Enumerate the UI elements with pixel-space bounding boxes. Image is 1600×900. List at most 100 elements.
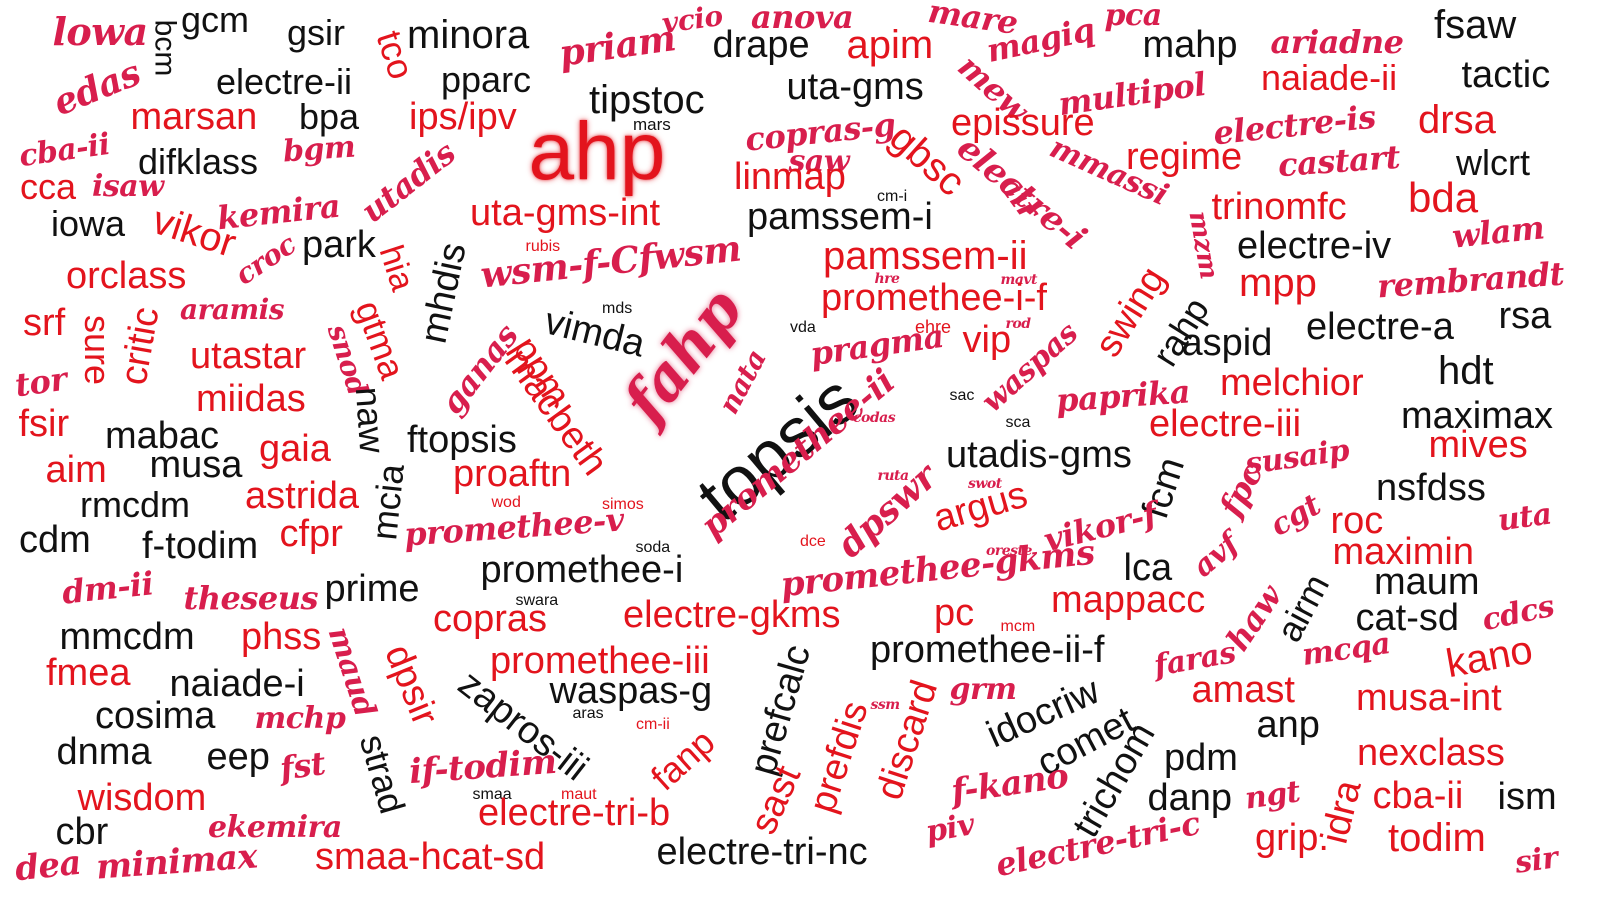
word-ips-ipv: ips/ipv [409, 96, 517, 138]
word-ekemira: ekemira [208, 810, 342, 845]
word-bpa: bpa [299, 96, 360, 137]
word-fanp: fanp [642, 720, 723, 799]
word-eep: eep [206, 736, 270, 778]
word-electre-tri-nc: electre-tri-nc [656, 831, 868, 873]
word-mavt: mavt [1000, 272, 1038, 288]
word-ehre: ehre [915, 317, 952, 337]
word-soda: soda [635, 539, 671, 556]
word-priam: priam [556, 17, 678, 75]
word-electre-tri-b: electre-tri-b [478, 792, 671, 834]
word-danp: danp [1147, 777, 1233, 819]
word-ssm: ssm [870, 697, 901, 713]
word-critic: critic [112, 303, 168, 389]
word-aim: aim [45, 449, 107, 491]
word-dea: dea [13, 842, 83, 890]
word-minimax: minimax [94, 836, 259, 888]
word-proaftn: proaftn [453, 453, 572, 495]
word-promethee-i-f: promethee-i-f [821, 277, 1047, 319]
word-electre-iii: electre-iii [1149, 403, 1302, 445]
word-pamssem-ii: pamssem-ii [823, 234, 1028, 278]
word-cba-ii-bottom: cba-ii [1372, 775, 1464, 817]
word-mabac: mabac [105, 415, 220, 457]
word-smaa-hcat-sd: smaa-hcat-sd [315, 836, 546, 878]
word-ngt: ngt [1242, 774, 1302, 817]
word-musa-int: musa-int [1356, 677, 1502, 719]
word-drape: drape [712, 24, 810, 66]
word-mives: mives [1428, 424, 1528, 466]
word-anp: anp [1256, 704, 1320, 746]
word-difklass: difklass [138, 141, 259, 182]
word-saw: saw [788, 144, 850, 179]
word-maut: maut [561, 786, 597, 803]
word-miidas: miidas [196, 378, 306, 420]
word-fsaw: fsaw [1434, 3, 1517, 47]
word-theseus: theseus [183, 579, 319, 617]
word-sca: sca [1005, 414, 1031, 431]
word-cosima: cosima [95, 695, 216, 737]
word-utadis-gms: utadis-gms [946, 434, 1132, 476]
word-simos: simos [602, 496, 644, 513]
word-nexclass: nexclass [1357, 732, 1505, 774]
word-musa: musa [149, 444, 243, 486]
word-electre-iv: electre-iv [1237, 225, 1392, 267]
word-grip: grip. [1255, 817, 1329, 859]
word-rsa: rsa [1498, 295, 1552, 337]
word-sast: sast [742, 759, 810, 841]
word-fst: fst [277, 744, 327, 788]
word-utastar: utastar [190, 335, 307, 377]
word-promethee-v: promethee-v [402, 500, 625, 554]
word-uta-gms-int: uta-gms-int [470, 192, 661, 234]
word-aras: aras [572, 705, 604, 722]
word-srf: srf [23, 302, 66, 344]
word-bcm: bcm [147, 19, 181, 77]
word-ism: ism [1497, 776, 1557, 818]
word-roc: roc [1330, 500, 1384, 542]
word-electre-ii: electre-ii [216, 61, 353, 102]
word-prime: prime [324, 568, 420, 610]
word-mars: mars [633, 114, 671, 134]
word-regime: regime [1126, 136, 1243, 178]
word-swara: swara [515, 592, 559, 609]
word-sir: sir [1512, 840, 1560, 881]
word-apim: apim [846, 23, 934, 67]
word-smaa: smaa [472, 786, 512, 803]
word-maximax: maximax [1401, 395, 1554, 437]
word-hre: hre [874, 271, 900, 287]
word-prefdis: prefdis [801, 696, 877, 818]
word-pdm: pdm [1164, 737, 1238, 779]
word-pca: pca [1104, 0, 1163, 33]
word-isaw: isaw [92, 169, 164, 204]
word-mahp: mahp [1142, 24, 1238, 66]
word-tor: tor [12, 359, 69, 405]
word-ruta: ruta [877, 468, 910, 484]
word-rod: rod [1005, 316, 1032, 332]
word-astrida: astrida [245, 475, 360, 517]
word-cm-i: cm-i [877, 188, 908, 205]
word-hia: hia [371, 240, 422, 296]
word-mds: mds [602, 300, 633, 317]
word-cdm: cdm [19, 519, 91, 561]
word-fsir: fsir [18, 403, 70, 445]
word-hdt: hdt [1438, 349, 1494, 393]
word-mmcdm: mmcdm [59, 616, 195, 658]
word-f-todim: f-todim [142, 525, 259, 567]
word-castart: castart [1276, 137, 1402, 185]
word-cfpr: cfpr [279, 513, 343, 555]
word-mappacc: mappacc [1051, 579, 1206, 621]
word-marsan: marsan [130, 96, 258, 138]
word-wisdom: wisdom [77, 777, 207, 819]
word-utadis: utadis [353, 133, 463, 231]
word-fmea: fmea [46, 652, 131, 694]
word-mchp: mchp [254, 701, 346, 736]
word-ariadne: ariadne [1270, 23, 1404, 61]
word-sac: sac [949, 387, 975, 404]
word-maximin: maximin [1332, 531, 1474, 573]
word-lca: lca [1123, 547, 1173, 589]
word-copras: copras [433, 598, 548, 640]
word-dnma: dnma [56, 731, 152, 773]
word-aramis: aramis [180, 293, 285, 326]
word-prefcalc: prefcalc [741, 640, 819, 780]
word-ahp: ahp [528, 106, 666, 197]
word-dce: dce [800, 533, 826, 550]
word-dm-ii: dm-ii [59, 564, 155, 612]
